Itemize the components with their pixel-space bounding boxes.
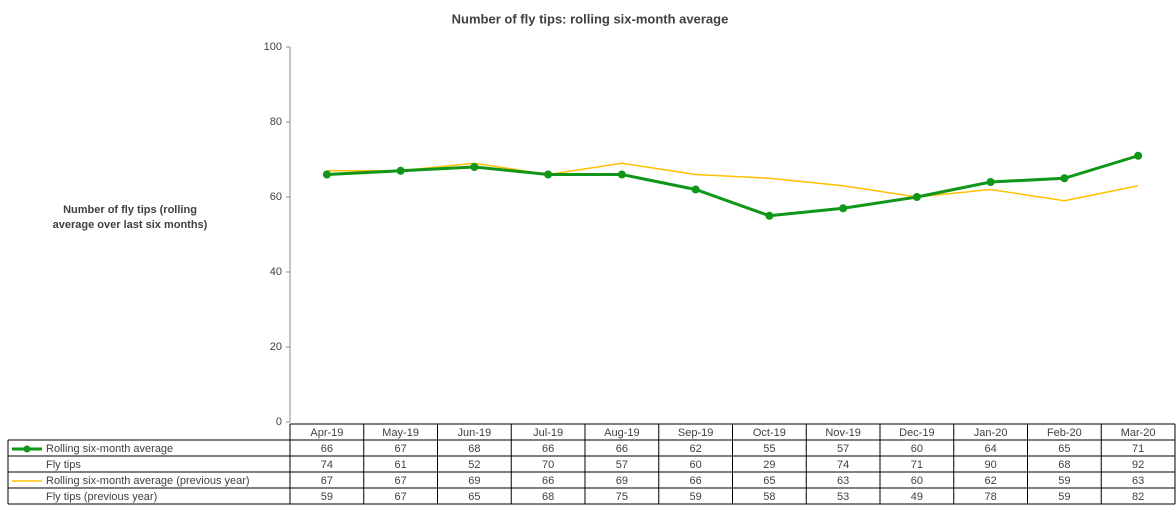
y-tick-label: 0 — [276, 416, 282, 428]
x-tick-label: Mar-20 — [1121, 427, 1156, 439]
table-value: 49 — [911, 491, 923, 503]
table-value: 70 — [542, 459, 554, 471]
x-tick-label: Jul-19 — [533, 427, 563, 439]
table-value: 74 — [321, 459, 333, 471]
marker — [765, 211, 774, 220]
table-value: 68 — [468, 443, 480, 455]
table-value: 57 — [616, 459, 628, 471]
table-value: 59 — [1058, 491, 1070, 503]
table-value: 90 — [985, 459, 997, 471]
x-tick-label: Dec-19 — [899, 427, 934, 439]
table-value: 67 — [395, 443, 407, 455]
marker — [1134, 151, 1143, 160]
table-value: 59 — [690, 491, 702, 503]
legend-label: Rolling six-month average (previous year… — [46, 475, 250, 487]
legend-marker — [23, 445, 31, 453]
table-value: 61 — [395, 459, 407, 471]
marker — [839, 204, 848, 213]
table-value: 65 — [1058, 443, 1070, 455]
y-tick-label: 80 — [270, 116, 282, 128]
table-value: 66 — [690, 475, 702, 487]
table-value: 60 — [911, 475, 923, 487]
y-tick-label: 100 — [264, 41, 282, 53]
marker — [470, 163, 479, 171]
table-value: 71 — [1132, 443, 1144, 455]
table-value: 65 — [468, 491, 480, 503]
x-tick-label: Feb-20 — [1047, 427, 1082, 439]
table-value: 52 — [468, 459, 480, 471]
table-value: 75 — [616, 491, 628, 503]
series-line — [326, 162, 1139, 202]
y-tick-label: 20 — [270, 341, 282, 353]
table-value: 74 — [837, 459, 849, 471]
table-value: 63 — [837, 475, 849, 487]
table-value: 68 — [1058, 459, 1070, 471]
legend-label: Rolling six-month average — [46, 443, 173, 455]
table-value: 69 — [468, 475, 480, 487]
table-value: 92 — [1132, 459, 1144, 471]
marker — [1060, 174, 1069, 183]
table-value: 57 — [837, 443, 849, 455]
table-value: 69 — [616, 475, 628, 487]
table-value: 68 — [542, 491, 554, 503]
table-value: 58 — [763, 491, 775, 503]
x-tick-label: Jun-19 — [458, 427, 492, 439]
table-value: 29 — [763, 459, 775, 471]
marker — [617, 170, 626, 179]
x-tick-label: May-19 — [382, 427, 419, 439]
marker — [322, 170, 331, 179]
table-value: 53 — [837, 491, 849, 503]
table-value: 62 — [985, 475, 997, 487]
table-value: 67 — [321, 475, 333, 487]
marker — [986, 178, 995, 186]
table-value: 63 — [1132, 475, 1144, 487]
table-value: 71 — [911, 459, 923, 471]
table-value: 78 — [985, 491, 997, 503]
x-tick-label: Apr-19 — [310, 427, 343, 439]
table-value: 67 — [395, 491, 407, 503]
table-value: 65 — [763, 475, 775, 487]
marker — [912, 193, 921, 201]
table-value: 59 — [1058, 475, 1070, 487]
table-value: 66 — [542, 475, 554, 487]
y-tick-label: 60 — [270, 191, 282, 203]
table-value: 62 — [690, 443, 702, 455]
x-tick-label: Oct-19 — [753, 427, 786, 439]
y-tick-label: 40 — [270, 266, 282, 278]
marker — [396, 166, 405, 175]
table-value: 64 — [985, 443, 997, 455]
x-tick-label: Sep-19 — [678, 427, 713, 439]
marker — [691, 185, 700, 194]
series-line — [326, 154, 1139, 218]
x-tick-label: Aug-19 — [604, 427, 639, 439]
legend-label: Fly tips — [46, 459, 81, 471]
table-value: 66 — [321, 443, 333, 455]
table-value: 60 — [911, 443, 923, 455]
table-value: 82 — [1132, 491, 1144, 503]
table-value: 67 — [395, 475, 407, 487]
legend-label: Fly tips (previous year) — [46, 491, 157, 503]
x-tick-label: Jan-20 — [974, 427, 1008, 439]
chart-title: Number of fly tips: rolling six-month av… — [452, 11, 729, 26]
table-value: 60 — [690, 459, 702, 471]
table-value: 55 — [763, 443, 775, 455]
table-value: 66 — [616, 443, 628, 455]
table-value: 59 — [321, 491, 333, 503]
marker — [544, 170, 553, 179]
table-value: 66 — [542, 443, 554, 455]
y-axis-label: Number of fly tips (rolling — [63, 204, 197, 216]
x-tick-label: Nov-19 — [825, 427, 860, 439]
y-axis-label: average over last six months) — [53, 219, 208, 231]
